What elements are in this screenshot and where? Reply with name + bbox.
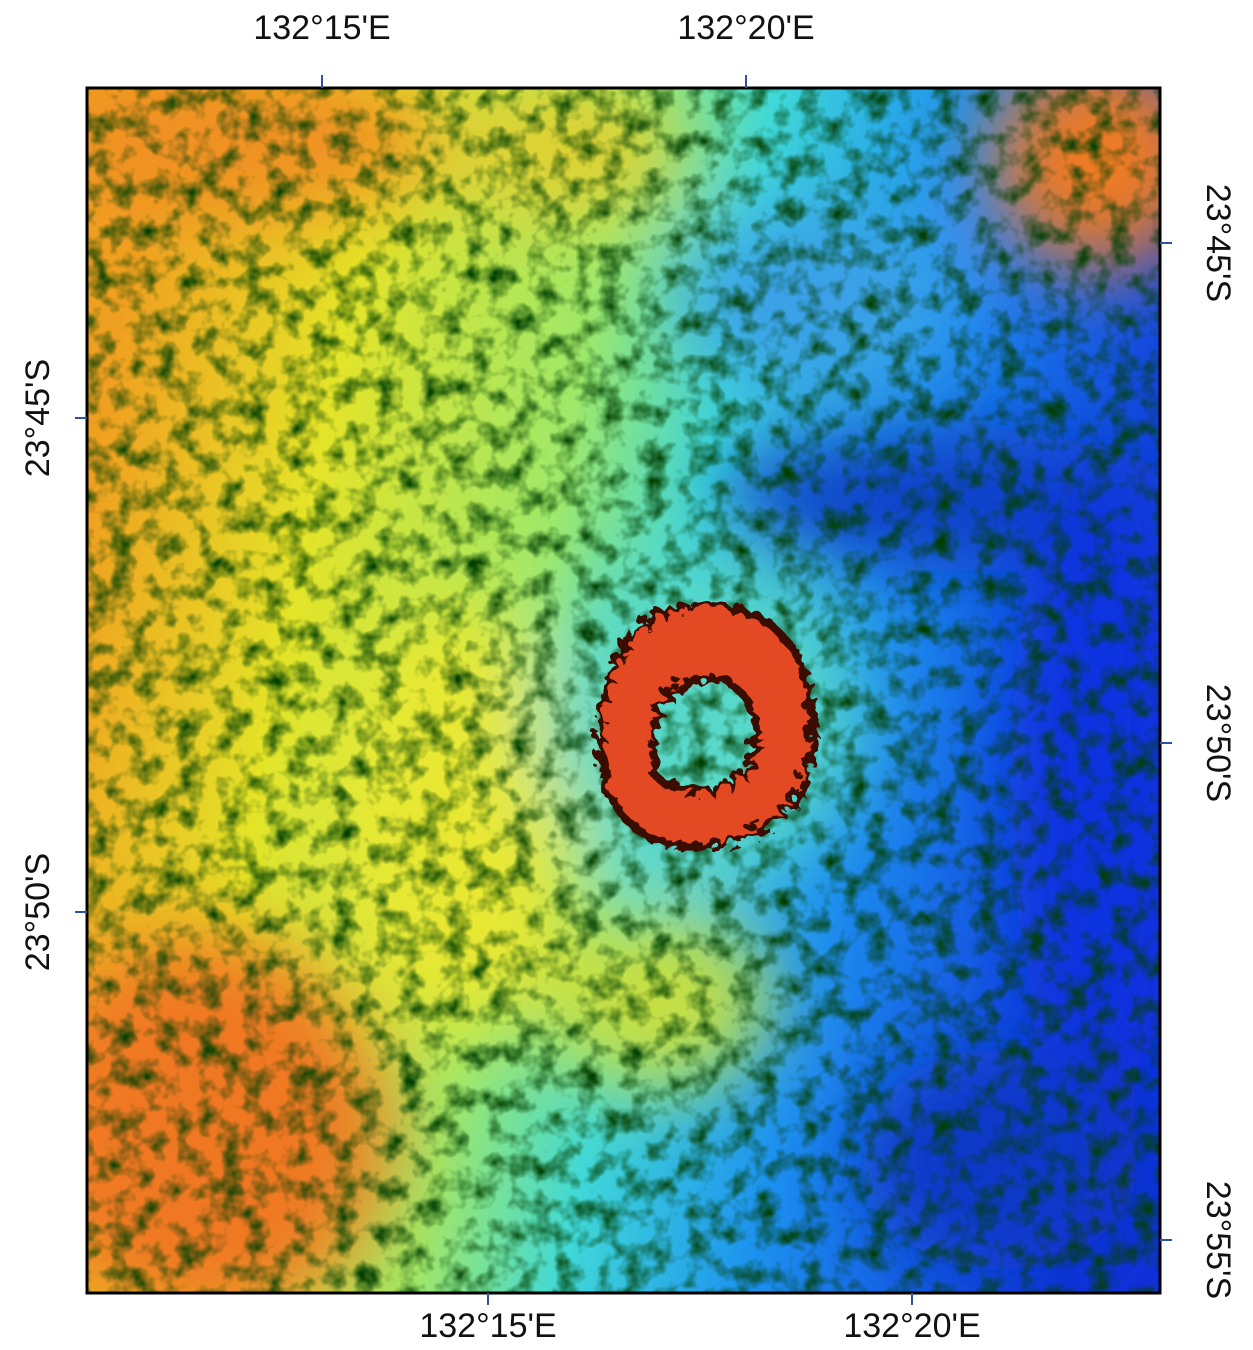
right-label: 23°50'S (1199, 684, 1237, 802)
left-label: 23°45'S (19, 359, 57, 477)
right-label: 23°55'S (1199, 1181, 1237, 1299)
terrain (87, 88, 1160, 1293)
bottom-label: 132°20'E (843, 1307, 980, 1345)
bottom-label: 132°15'E (419, 1307, 556, 1345)
crater-ring (590, 595, 812, 845)
left-label: 23°50'S (19, 853, 57, 971)
graticule-ticks (75, 75, 1172, 1305)
top-label: 132°15'E (253, 9, 390, 47)
top-label: 132°20'E (677, 9, 814, 47)
right-label: 23°45'S (1199, 184, 1237, 302)
map-frame (85, 86, 1162, 1295)
